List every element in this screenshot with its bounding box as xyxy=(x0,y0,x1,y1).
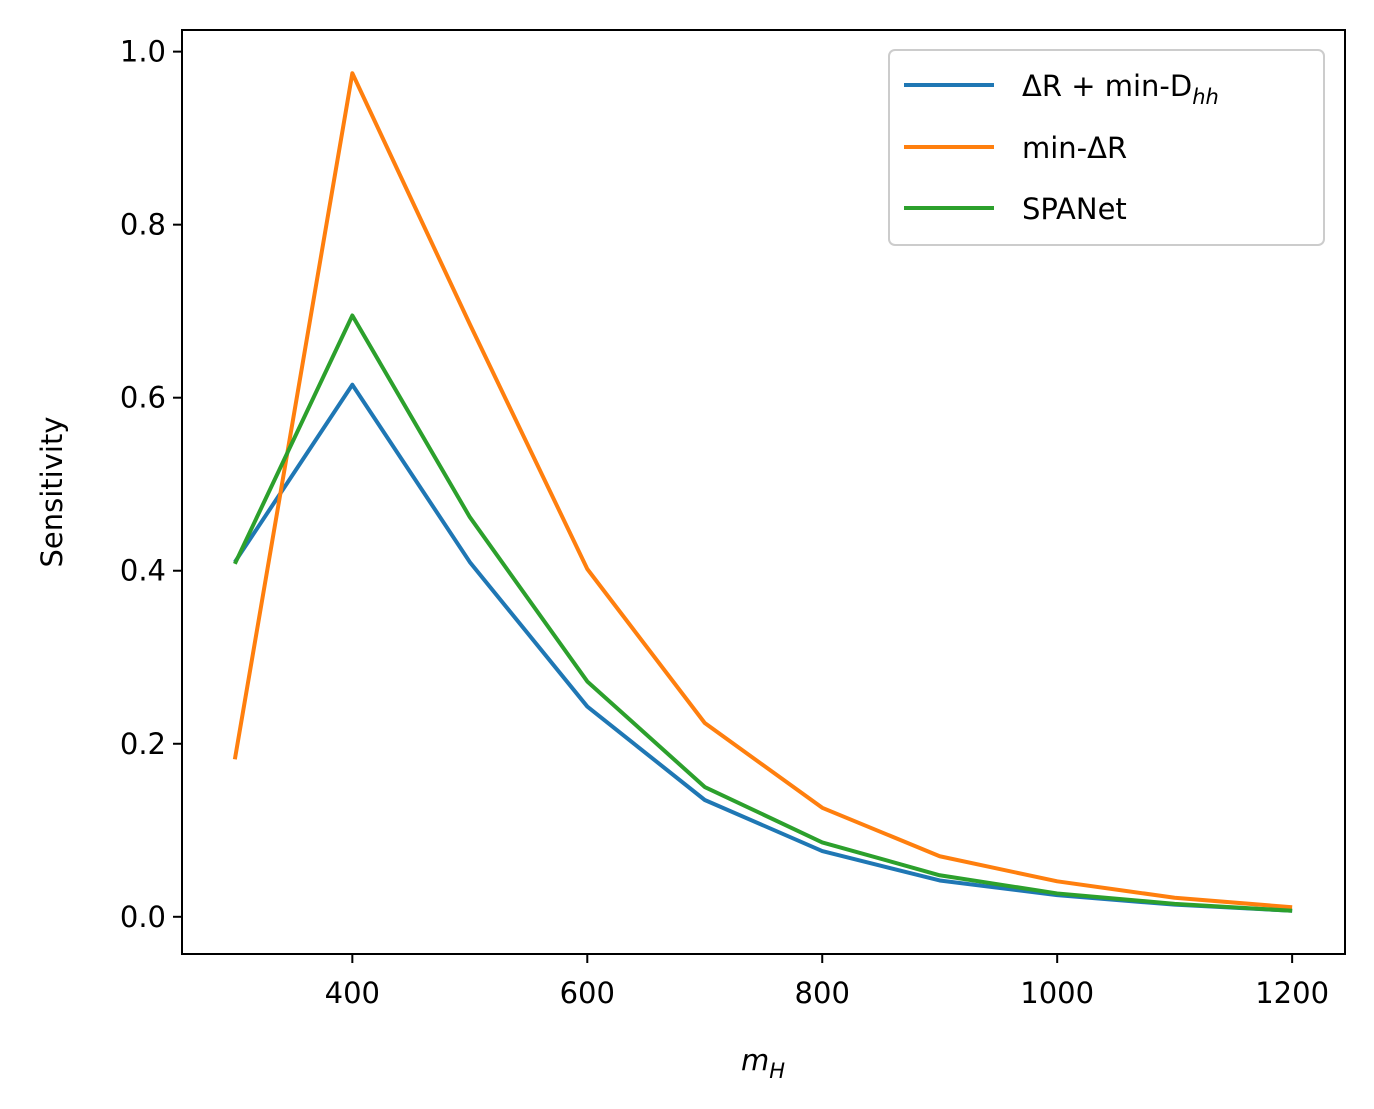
tick-layer: 400 600 800 1000 1200 0.0 0.2 0.4 0.6 0.8 1.0 xyxy=(120,35,1329,1010)
legend-label-min-dr: min-ΔR xyxy=(1022,131,1127,165)
x-axis-label: mH xyxy=(741,1043,785,1083)
y-tick-label: 0.2 xyxy=(120,727,166,761)
x-tick-label: 800 xyxy=(795,976,850,1010)
x-tick-label: 1200 xyxy=(1255,976,1329,1010)
x-tick-label: 1000 xyxy=(1020,976,1094,1010)
y-tick-label: 1.0 xyxy=(120,35,166,69)
series-layer xyxy=(232,71,1293,913)
y-tick-label: 0.0 xyxy=(120,900,166,934)
x-tick-label: 400 xyxy=(325,976,380,1010)
plot-frame xyxy=(181,29,1346,955)
y-tick-label: 0.4 xyxy=(120,554,166,588)
legend-box xyxy=(888,49,1325,246)
x-tick-label: 600 xyxy=(560,976,615,1010)
y-axis-label: Sensitivity xyxy=(35,417,69,568)
series-line-min-dr xyxy=(232,71,1293,910)
legend-label-dr-min-dhh: ΔR + min-Dhh xyxy=(1022,69,1219,109)
y-tick-label: 0.8 xyxy=(120,208,166,242)
legend-label-spanet: SPANet xyxy=(1022,192,1127,226)
series-line-spanet xyxy=(233,313,1293,913)
legend: ΔR + min-Dhh min-ΔR SPANet xyxy=(888,49,1325,246)
y-tick-label: 0.6 xyxy=(120,381,166,415)
